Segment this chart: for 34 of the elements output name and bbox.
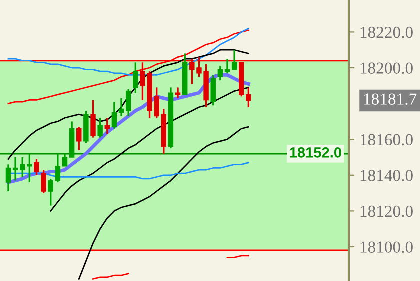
y-tick-label: 18160.0 (360, 134, 413, 146)
y-tick-label: 18200.0 (360, 62, 413, 74)
line-series (50, 87, 250, 212)
candlestick (6, 164, 12, 192)
candlestick (55, 153, 61, 184)
y-tick-label: 18120.0 (360, 206, 413, 218)
line-series (8, 49, 250, 160)
candlestick (90, 99, 96, 139)
candlestick (34, 158, 40, 176)
y-tick-label: 18100.0 (360, 242, 413, 254)
candlestick (41, 169, 46, 194)
line-series (78, 126, 250, 280)
candlestick (112, 101, 118, 130)
candlestick (27, 153, 32, 184)
candlestick (76, 126, 82, 152)
candlestick (104, 117, 110, 136)
candlestick (98, 117, 103, 139)
candlestick (20, 156, 26, 178)
candlestick (126, 88, 132, 118)
candlestick (118, 98, 124, 118)
candlestick (210, 74, 216, 106)
candlestick (62, 153, 68, 168)
candlestick (224, 58, 230, 74)
candlestick (246, 86, 252, 108)
ref-line-label: 18152.0 (290, 148, 342, 158)
candlestick (232, 49, 238, 71)
candlestick (48, 178, 54, 207)
candlestick (133, 62, 138, 94)
text: 18181.7 (364, 94, 417, 106)
candlestick (175, 86, 181, 100)
candlestick (218, 65, 224, 82)
y-tick-label: 18220.0 (360, 26, 413, 38)
y-tick-label: 18140.0 (360, 170, 413, 182)
candlestick (12, 156, 18, 182)
